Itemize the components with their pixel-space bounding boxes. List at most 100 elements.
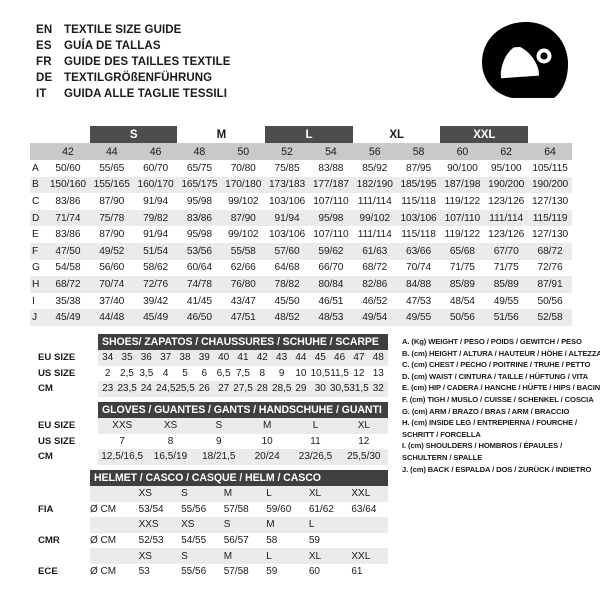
size-band-empty: [46, 126, 90, 143]
helmet-size-row-label: [36, 517, 90, 533]
measurement-row: C 83/86 87/90 91/94 95/98 99/102 103/106 107/11…: [30, 193, 572, 210]
measurement-cell: 71/75: [484, 259, 529, 277]
measurement-cell: 48/53: [308, 309, 353, 326]
measurement-cell: 76/80: [221, 276, 266, 293]
sub-cell: S: [194, 418, 243, 434]
measurement-row: I 35/38 37/40 39/42 41/45 43/47 45/50 46/51 46/5…: [30, 292, 572, 310]
sub-cell: 9: [194, 433, 243, 450]
sub-cell: XL: [339, 418, 388, 434]
measurement-cell: 70/80: [221, 160, 266, 177]
measurement-cell: 87/90: [89, 226, 134, 243]
measurement-cell: 43/47: [221, 292, 266, 310]
section-header-spacer: [36, 402, 98, 418]
helmet-value: 60: [302, 563, 346, 580]
title-lang-code: ES: [36, 40, 52, 52]
sub-cell: 9: [271, 365, 292, 382]
measurement-cell: 83/88: [308, 160, 353, 177]
measurement-cell: 53/56: [177, 242, 222, 260]
sub-cell: 6: [194, 365, 214, 382]
sub-cell: L: [291, 418, 340, 434]
measurement-cell: 52/58: [528, 309, 572, 326]
measurement-row: B 150/160 155/165 160/170 165/175 170/180 173/…: [30, 176, 572, 194]
sub-cell: 34: [98, 350, 118, 366]
measurement-cell: 50/60: [46, 160, 90, 177]
measurement-cell: 82/86: [352, 276, 397, 293]
measurement-cell: 115/119: [528, 209, 572, 227]
helmet-unit: Ø CM: [90, 501, 133, 518]
measurement-cell: 71/74: [46, 209, 90, 227]
measurement-cell: 103/106: [265, 226, 309, 243]
sub-cell: 8: [146, 433, 195, 450]
sub-cell: 10,5: [310, 365, 330, 382]
measurement-cell: 107/110: [308, 193, 353, 210]
measurement-cell: 67/70: [484, 242, 529, 260]
section-header-row: SHOES/ ZAPATOS / CHAUSSURES / SCHUHE / S…: [36, 334, 388, 350]
sub-cell: 30,5: [329, 381, 349, 397]
sub-cell: 42: [252, 350, 272, 366]
measurement-cell: 115/118: [396, 193, 441, 210]
helmet-size-label: M: [217, 548, 261, 564]
measurement-cell: 84/88: [396, 276, 441, 293]
measurement-cell: 91/94: [133, 193, 178, 210]
measurement-cell: 99/102: [352, 209, 397, 227]
measurement-cell: 75/85: [265, 160, 309, 177]
legend-line: F. (cm) TIGH / MUSLO / CUISSE / SCHENKEL…: [402, 394, 594, 404]
measurement-row: G 54/58 56/60 58/62 60/64 62/66 64/68 66/70 68/7…: [30, 259, 572, 277]
measurement-row: J 45/49 44/48 45/49 46/50 47/51 48/52 48/53 49/5…: [30, 309, 572, 326]
size-number-row: 42 44 46 48 50 52 54 56 58 60 62 64: [30, 143, 572, 160]
measurement-cell: 74/78: [177, 276, 222, 293]
helmet-size-label: S: [175, 486, 218, 502]
helmet-size-label: L: [302, 517, 346, 533]
sub-cell: 10: [242, 433, 292, 450]
measurement-cell: 95/98: [308, 209, 353, 227]
sub-cell: 40: [213, 350, 234, 366]
title-text: GUIDE DES TAILLES TEXTILE: [64, 56, 231, 68]
measurement-cell: 90/100: [440, 160, 485, 177]
sub-cell: 7: [98, 433, 147, 450]
measurement-cell: 35/38: [46, 292, 90, 310]
measurement-cell: 59/62: [308, 242, 353, 260]
section-header-row: HELMET / CASCO / CASQUE / HELM / CASCO: [36, 470, 388, 486]
title-row: EN TEXTILE SIZE GUIDE: [36, 22, 231, 38]
measurement-cell: 65/68: [440, 242, 485, 260]
measurement-cell: 107/110: [440, 209, 485, 227]
legend-line: G. (cm) ARM / BRAZO / BRAS / ARM / BRACC…: [402, 406, 570, 416]
sub-cell: 7,5: [233, 365, 253, 382]
helmet-value-row: CMR Ø CM 52/53 54/55 56/57 58 59: [36, 532, 388, 549]
measurement-cell: 85/89: [440, 276, 485, 293]
sub-cell: 11,5: [329, 365, 350, 382]
sub-cell: 23,5: [117, 381, 137, 397]
size-number: 46: [133, 143, 178, 160]
measurement-row-label: H: [30, 276, 46, 293]
measurement-cell: 111/114: [352, 226, 397, 243]
measurement-cell: 50/56: [440, 309, 485, 326]
sub-cell: 8: [252, 365, 272, 382]
sub-cell: 23: [98, 381, 118, 397]
measurement-cell: 46/50: [177, 309, 222, 326]
measurement-row: E 83/86 87/90 91/94 95/98 99/102 103/106 107/11…: [30, 226, 572, 243]
measurement-cell: 95/98: [177, 226, 222, 243]
sub-cell: 12: [349, 365, 369, 382]
helmet-value: 61: [345, 563, 388, 580]
helmet-size-row: XS S M L XL XXL: [36, 486, 388, 502]
sub-row-label: EU SIZE: [36, 350, 98, 366]
measurement-cell: 68/72: [528, 242, 572, 260]
number-row-label: [30, 143, 46, 160]
size-number: 44: [89, 143, 134, 160]
size-number: 60: [440, 143, 485, 160]
measurement-cell: 105/115: [528, 160, 572, 177]
helmet-standard-label: ECE: [36, 563, 90, 580]
title-text: GUIDA ALLE TAGLIE TESSILI: [64, 88, 228, 100]
measurement-cell: 60/64: [177, 259, 222, 277]
size-number: 64: [528, 143, 572, 160]
sub-row-label: EU SIZE: [36, 418, 98, 434]
section-header-title: HELMET / CASCO / CASQUE / HELM / CASCO: [90, 470, 388, 486]
helmet-value: 56/57: [217, 532, 261, 549]
sub-cell: 24,5: [155, 381, 175, 397]
sub-table-row: CM 23 23,5 24 24,5 25,5 26 27 27,5 28 28,5 29 30 30,5…: [36, 381, 388, 397]
title-row: DE TEXTILGRÖßENFÜHRUNG: [36, 70, 231, 86]
sub-cell: 27: [213, 381, 234, 397]
measurement-cell: 75/78: [89, 209, 134, 227]
measurement-cell: 123/126: [484, 193, 529, 210]
measurement-cell: 150/160: [46, 176, 90, 194]
